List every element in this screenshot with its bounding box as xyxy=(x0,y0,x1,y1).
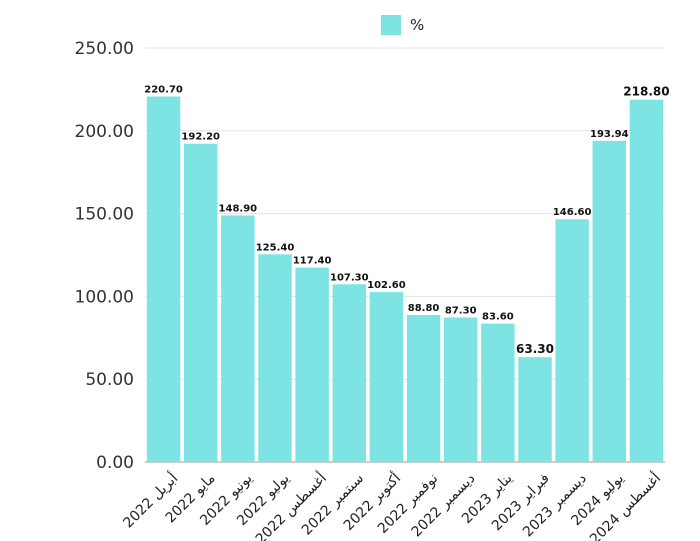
data-label: 220.70 xyxy=(144,85,183,96)
y-tick-label: 250.00 xyxy=(75,39,134,59)
bar xyxy=(332,284,366,462)
bar xyxy=(221,215,255,462)
bar xyxy=(146,96,181,462)
bars xyxy=(146,96,664,462)
data-label: 87.30 xyxy=(445,305,477,316)
y-tick-label: 50.00 xyxy=(85,370,134,390)
data-label: 102.60 xyxy=(367,280,406,291)
bar xyxy=(406,314,441,462)
y-tick-label: 150.00 xyxy=(75,205,134,225)
data-label: 218.80 xyxy=(623,85,669,99)
bar xyxy=(258,254,292,462)
bar xyxy=(592,140,626,462)
bar xyxy=(518,357,552,462)
bar xyxy=(444,317,478,462)
data-label: 146.60 xyxy=(553,207,592,218)
bar xyxy=(629,99,664,462)
legend-label: % xyxy=(410,16,425,34)
data-label: 107.30 xyxy=(330,272,369,283)
y-tick-label: 200.00 xyxy=(75,122,134,142)
y-axis: 0.00 50.00 100.00 150.00 200.00 250.00 xyxy=(75,39,134,473)
data-label: 148.90 xyxy=(219,203,258,214)
data-label: 83.60 xyxy=(482,312,514,323)
data-label: 88.80 xyxy=(408,303,440,314)
data-label: 125.40 xyxy=(256,242,295,253)
data-label: 117.40 xyxy=(293,256,332,267)
data-label: 63.30 xyxy=(516,342,554,356)
bar xyxy=(555,219,589,462)
legend-swatch xyxy=(381,15,401,35)
bar xyxy=(369,292,404,462)
legend: % xyxy=(381,15,424,35)
data-label: 193.94 xyxy=(590,129,629,140)
data-labels: 220.70 192.20 148.90 125.40 117.40 107.30102.… xyxy=(144,85,669,357)
data-label: 192.20 xyxy=(181,132,220,143)
bar xyxy=(184,143,218,462)
y-tick-label: 100.00 xyxy=(75,287,134,307)
bar xyxy=(481,323,515,462)
y-tick-label: 0.00 xyxy=(96,453,134,473)
bar xyxy=(295,267,329,462)
